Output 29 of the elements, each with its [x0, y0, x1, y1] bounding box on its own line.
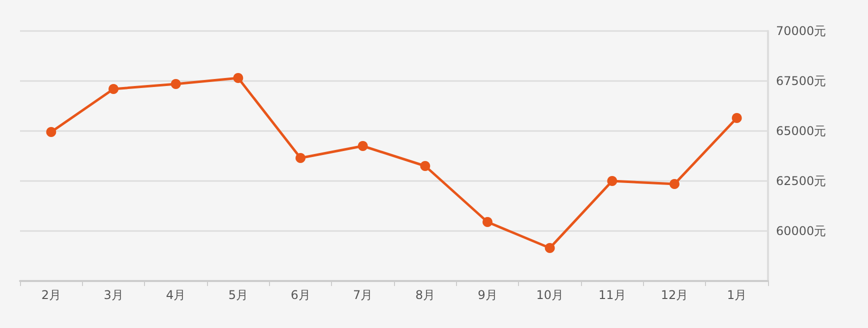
point: [544, 243, 555, 253]
x-tick-label: 1月: [727, 288, 747, 302]
x-tick-label: 9月: [478, 288, 498, 302]
x-tick-label: 4月: [166, 288, 186, 302]
y-tick-label: 67500元: [776, 74, 826, 88]
point: [732, 113, 742, 123]
point: [108, 84, 118, 94]
point: [420, 161, 430, 171]
x-tick-label: 3月: [104, 288, 124, 302]
point: [233, 73, 244, 83]
x-tick-label: 7月: [353, 288, 373, 302]
x-tick-label: 11月: [598, 288, 626, 302]
point: [358, 141, 368, 151]
x-tick-label: 5月: [228, 288, 248, 302]
x-tick-label: 6月: [290, 288, 310, 302]
x-tick-label: 10月: [536, 288, 564, 302]
y-tick-label: 62500元: [776, 174, 826, 188]
point: [296, 153, 306, 163]
x-tick-label: 8月: [415, 288, 435, 302]
point: [482, 217, 492, 227]
y-tick-label: 65000元: [776, 124, 826, 138]
x-tick-label: 2月: [41, 288, 61, 302]
point: [670, 179, 680, 189]
point: [46, 127, 56, 137]
point: [170, 79, 181, 89]
y-tick-label: 70000元: [776, 24, 826, 38]
x-tick-label: 12月: [660, 288, 688, 302]
point: [607, 176, 618, 186]
y-tick-label: 60000元: [776, 224, 826, 238]
